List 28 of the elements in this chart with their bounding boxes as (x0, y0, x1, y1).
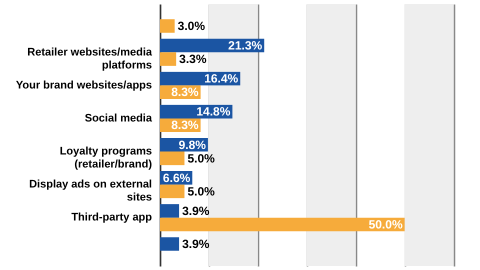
data-label: 50.0% (368, 217, 403, 232)
data-label: 3.9% (182, 237, 210, 251)
data-label: 16.4% (204, 72, 239, 86)
bar (160, 204, 180, 218)
bar (160, 218, 405, 232)
data-label: 5.0% (187, 184, 216, 198)
bar (160, 152, 184, 166)
bar (160, 184, 184, 198)
bar (160, 237, 180, 251)
data-label: 6.6% (162, 170, 191, 185)
y-tick-label: Display ads on external sites (29, 178, 152, 204)
y-tick-label: Third-party app (71, 212, 152, 224)
y-tick-label: Retailer websites/media platforms (27, 46, 153, 72)
data-label: 8.3% (171, 85, 199, 100)
data-label: 14.8% (196, 104, 231, 119)
y-tick-label: Social media (84, 112, 153, 124)
bar (160, 38, 264, 52)
y-tick-label: Your brand websites/apps (16, 79, 152, 92)
data-label: 21.3% (228, 38, 263, 53)
data-label: 8.3% (171, 118, 199, 132)
data-label: 5.0% (187, 151, 216, 166)
data-label: 3.3% (179, 52, 207, 66)
data-label: 9.8% (178, 138, 206, 152)
bar (160, 52, 176, 66)
bar (160, 19, 175, 33)
data-label: 3.0% (178, 19, 206, 33)
y-tick-label: Loyalty programs (retailer/brand) (60, 146, 152, 171)
data-label: 3.9% (182, 204, 210, 218)
